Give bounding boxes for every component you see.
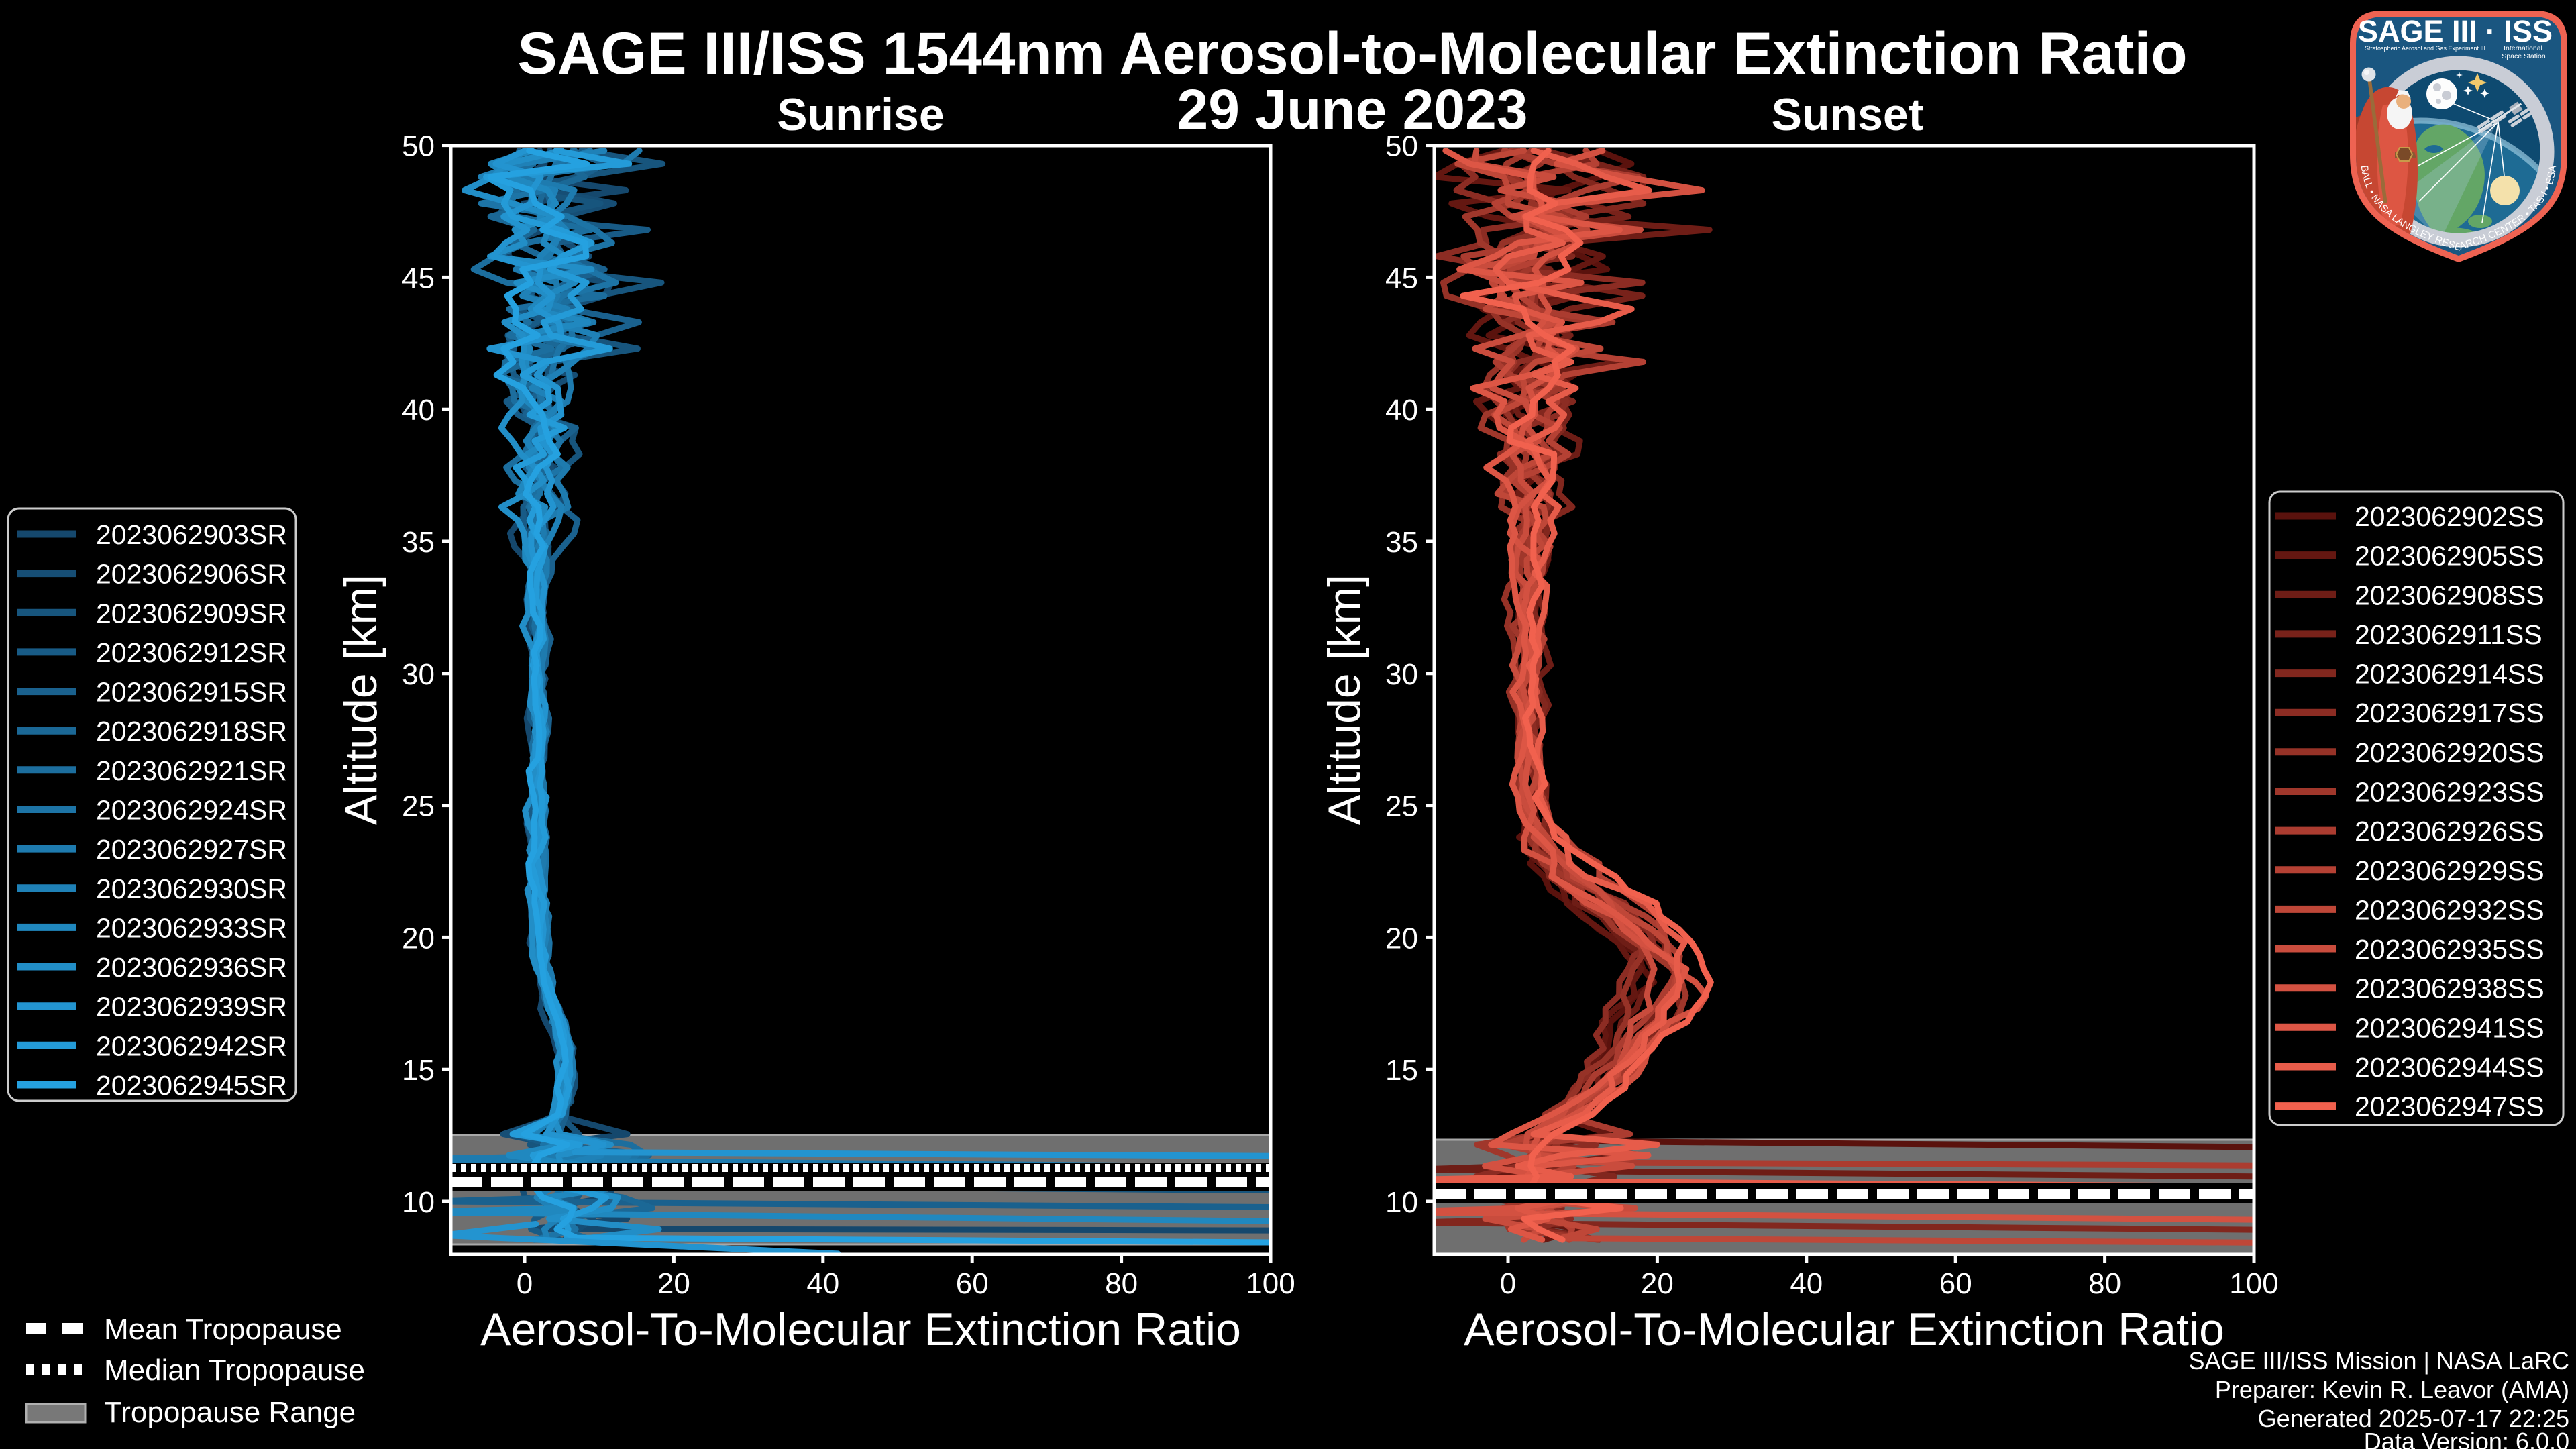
svg-text:50: 50 [1385,130,1418,163]
svg-text:2023062918SR: 2023062918SR [96,716,287,747]
svg-text:2023062938SS: 2023062938SS [2355,973,2544,1004]
svg-text:15: 15 [402,1054,435,1087]
svg-text:2023062923SS: 2023062923SS [2355,777,2544,808]
svg-text:Altitude [km]: Altitude [km] [335,574,386,825]
svg-text:100: 100 [1246,1267,1295,1300]
svg-text:2023062944SS: 2023062944SS [2355,1052,2544,1083]
svg-text:2023062906SR: 2023062906SR [96,559,287,590]
svg-text:2023062914SS: 2023062914SS [2355,659,2544,690]
svg-text:30: 30 [402,658,435,691]
svg-text:2023062942SR: 2023062942SR [96,1030,287,1061]
svg-text:Generated 2025-07-17 22:25: Generated 2025-07-17 22:25 [2258,1405,2569,1432]
svg-text:2023062911SS: 2023062911SS [2355,619,2542,650]
svg-text:SAGE III/ISS Mission | NASA La: SAGE III/ISS Mission | NASA LaRC [2188,1347,2569,1375]
svg-text:Sunrise: Sunrise [777,89,944,140]
svg-text:2023062902SS: 2023062902SS [2355,501,2544,532]
svg-text:20: 20 [402,922,435,955]
svg-text:80: 80 [1105,1267,1138,1300]
svg-text:0: 0 [517,1267,533,1300]
svg-text:2023062935SS: 2023062935SS [2355,934,2544,965]
svg-text:Preparer: Kevin R. Leavor (AMA: Preparer: Kevin R. Leavor (AMA) [2215,1376,2569,1403]
svg-text:Data Version: 6.0.0: Data Version: 6.0.0 [2364,1428,2569,1449]
svg-text:2023062921SR: 2023062921SR [96,755,287,786]
svg-text:2023062933SR: 2023062933SR [96,912,287,943]
svg-text:25: 25 [1385,790,1418,823]
svg-text:2023062905SS: 2023062905SS [2355,541,2544,572]
svg-text:Tropopause Range: Tropopause Range [104,1396,356,1429]
svg-text:2023062924SR: 2023062924SR [96,795,287,826]
svg-text:80: 80 [2088,1267,2121,1300]
svg-text:SAGE III/ISS 1544nm Aerosol-to: SAGE III/ISS 1544nm Aerosol-to-Molecular… [517,19,2187,87]
svg-text:2023062917SS: 2023062917SS [2355,698,2544,729]
svg-text:International: International [2504,44,2542,52]
svg-text:2023062927SR: 2023062927SR [96,834,287,865]
svg-text:60: 60 [1939,1267,1972,1300]
svg-text:Stratospheric Aerosol and Gas: Stratospheric Aerosol and Gas Experiment… [2365,45,2485,52]
svg-text:10: 10 [1385,1186,1418,1219]
svg-text:2023062909SR: 2023062909SR [96,598,287,629]
svg-text:25: 25 [402,790,435,823]
svg-text:15: 15 [1385,1054,1418,1087]
svg-text:0: 0 [1500,1267,1516,1300]
svg-text:Mean Tropopause: Mean Tropopause [104,1313,342,1346]
svg-text:2023062947SS: 2023062947SS [2355,1091,2544,1122]
svg-text:29 June 2023: 29 June 2023 [1177,78,1527,141]
svg-text:2023062941SS: 2023062941SS [2355,1012,2544,1043]
svg-text:10: 10 [402,1186,435,1219]
svg-text:35: 35 [402,526,435,559]
svg-text:2023062926SS: 2023062926SS [2355,816,2544,847]
svg-text:Sunset: Sunset [1772,89,1924,140]
svg-text:2023062945SR: 2023062945SR [96,1070,287,1101]
svg-text:2023062932SS: 2023062932SS [2355,894,2544,925]
svg-text:Altitude [km]: Altitude [km] [1319,574,1370,825]
svg-text:SAGE III · ISS: SAGE III · ISS [2358,14,2553,48]
svg-text:45: 45 [1385,262,1418,294]
svg-text:35: 35 [1385,526,1418,559]
svg-text:2023062912SR: 2023062912SR [96,637,287,668]
svg-text:2023062929SS: 2023062929SS [2355,855,2544,886]
svg-text:40: 40 [806,1267,839,1300]
svg-text:2023062915SR: 2023062915SR [96,677,287,708]
svg-text:40: 40 [402,394,435,427]
svg-text:45: 45 [402,262,435,294]
svg-text:20: 20 [1641,1267,1674,1300]
svg-text:Median Tropopause: Median Tropopause [104,1354,365,1387]
svg-text:40: 40 [1385,394,1418,427]
svg-text:30: 30 [1385,658,1418,691]
svg-text:2023062939SR: 2023062939SR [96,991,287,1022]
svg-text:2023062936SR: 2023062936SR [96,952,287,983]
svg-text:50: 50 [402,130,435,163]
svg-text:2023062908SS: 2023062908SS [2355,580,2544,610]
svg-text:20: 20 [1385,922,1418,955]
svg-text:2023062930SR: 2023062930SR [96,873,287,904]
svg-text:40: 40 [1790,1267,1823,1300]
svg-text:2023062920SS: 2023062920SS [2355,737,2544,768]
svg-text:Aerosol-To-Molecular Extinctio: Aerosol-To-Molecular Extinction Ratio [480,1304,1241,1355]
svg-text:100: 100 [2229,1267,2278,1300]
svg-text:20: 20 [657,1267,690,1300]
svg-text:Aerosol-To-Molecular Extinctio: Aerosol-To-Molecular Extinction Ratio [1464,1304,2224,1355]
svg-text:Space Station: Space Station [2502,52,2546,60]
svg-text:2023062903SR: 2023062903SR [96,519,287,550]
svg-text:60: 60 [956,1267,989,1300]
